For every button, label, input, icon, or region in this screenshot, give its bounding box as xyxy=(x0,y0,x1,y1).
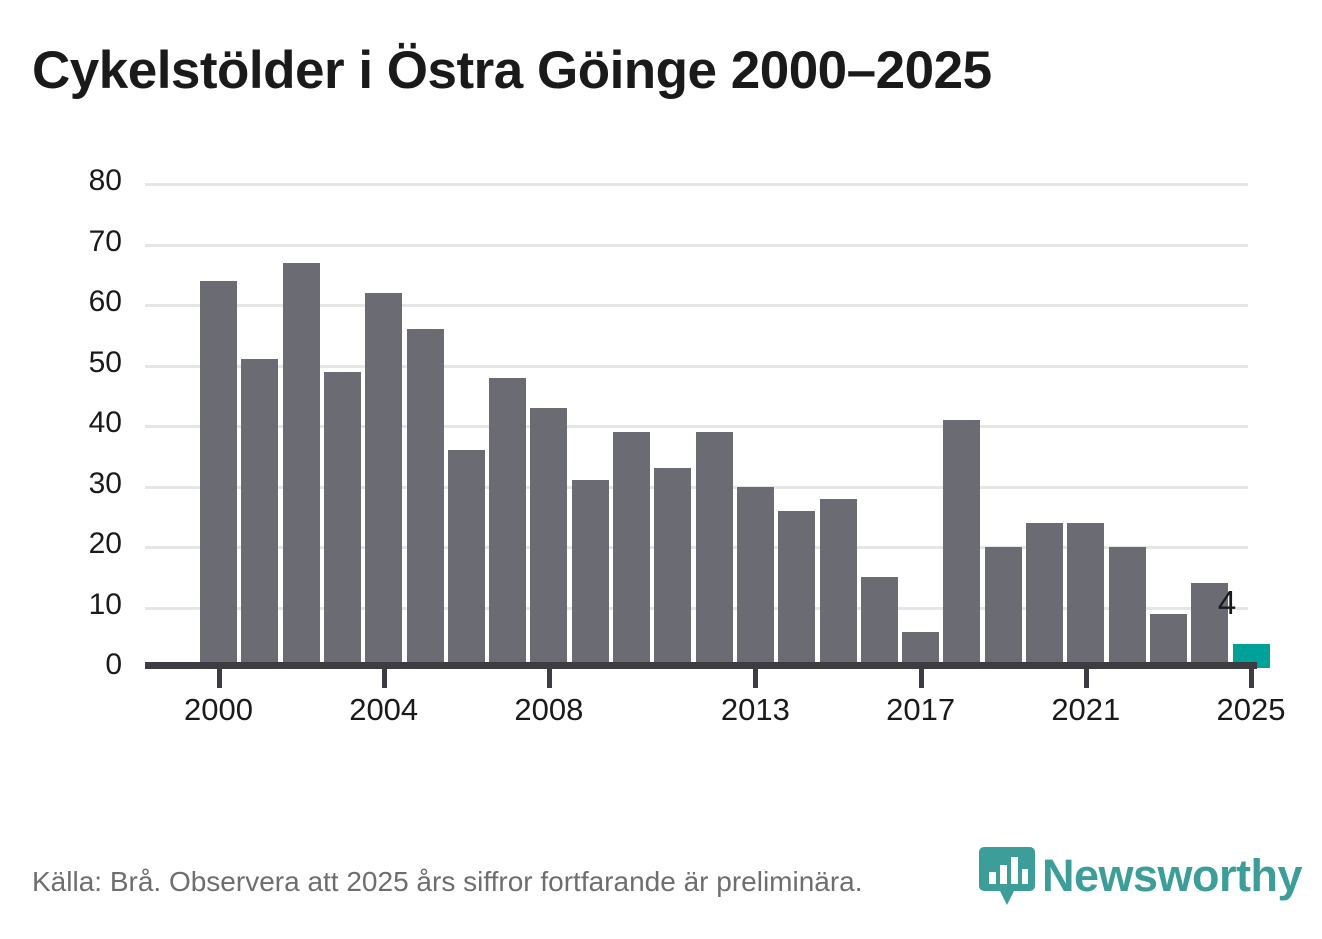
page-title: Cykelstölder i Östra Göinge 2000–2025 xyxy=(32,41,992,100)
y-axis-tick-label: 50 xyxy=(88,345,122,379)
bar[interactable] xyxy=(613,432,650,668)
speech-bubble-bar-chart-icon xyxy=(978,845,1036,907)
bar[interactable] xyxy=(365,292,403,668)
x-axis-tick-mark xyxy=(918,669,924,688)
bar[interactable] xyxy=(902,631,940,668)
bar[interactable] xyxy=(654,468,692,668)
y-axis-tick-label: 20 xyxy=(88,527,122,560)
bar[interactable] xyxy=(241,359,279,668)
bar[interactable] xyxy=(530,407,568,668)
y-axis-tick-label: 30 xyxy=(88,466,122,500)
bar[interactable] xyxy=(1108,547,1146,668)
x-axis-line xyxy=(145,662,1257,669)
y-axis-tick-label: 0 xyxy=(105,648,122,681)
gridline xyxy=(145,243,1248,247)
gridline xyxy=(145,304,1248,307)
x-axis-tick-label: 2008 xyxy=(514,692,584,727)
x-axis-tick-label: 2013 xyxy=(720,692,790,727)
bar[interactable] xyxy=(1191,583,1229,668)
y-axis-tick-label: 70 xyxy=(88,224,122,258)
bar[interactable] xyxy=(323,371,361,668)
x-axis-tick-mark xyxy=(1083,669,1089,688)
x-axis-tick-label: 2000 xyxy=(184,692,253,727)
y-axis-tick-label: 80 xyxy=(88,164,122,197)
bar[interactable] xyxy=(943,419,981,668)
x-axis-tick-mark xyxy=(1249,669,1254,688)
bar[interactable] xyxy=(489,377,527,668)
x-axis-tick-mark xyxy=(216,669,222,688)
bar[interactable] xyxy=(1149,613,1187,668)
bar[interactable] xyxy=(1067,522,1105,668)
bar-value-label: 4 xyxy=(1217,583,1237,621)
bar[interactable] xyxy=(778,510,816,668)
y-axis-tick-label: 60 xyxy=(88,285,122,318)
y-axis-tick-label: 40 xyxy=(88,406,122,439)
bar[interactable] xyxy=(819,498,857,668)
y-axis-tick-label: 10 xyxy=(88,587,122,621)
gridline xyxy=(145,425,1248,428)
x-axis-tick-mark xyxy=(381,669,387,688)
bar[interactable] xyxy=(200,280,237,668)
gridline xyxy=(145,183,1248,186)
bar[interactable] xyxy=(860,577,898,668)
bar[interactable] xyxy=(282,262,320,668)
x-axis-tick-mark xyxy=(753,669,759,688)
bar[interactable] xyxy=(736,486,774,668)
bar[interactable] xyxy=(571,480,609,668)
logo-wordmark: Newsworthy xyxy=(1042,850,1303,901)
gridline xyxy=(145,364,1248,368)
bar[interactable] xyxy=(984,547,1022,668)
x-axis-tick-mark xyxy=(546,669,552,688)
bar[interactable] xyxy=(447,450,485,668)
newsworthy-logo[interactable]: Newsworthy xyxy=(978,845,1303,907)
x-axis-tick-label: 2004 xyxy=(349,692,419,727)
bar[interactable] xyxy=(695,432,733,668)
source-note: Källa: Brå. Observera att 2025 års siffr… xyxy=(32,866,863,897)
bar[interactable] xyxy=(1026,522,1063,668)
x-axis-tick-label: 2017 xyxy=(886,692,956,727)
x-axis-tick-label: 2021 xyxy=(1051,692,1121,727)
bar[interactable] xyxy=(406,329,444,668)
x-axis-tick-label: 2025 xyxy=(1216,692,1286,727)
